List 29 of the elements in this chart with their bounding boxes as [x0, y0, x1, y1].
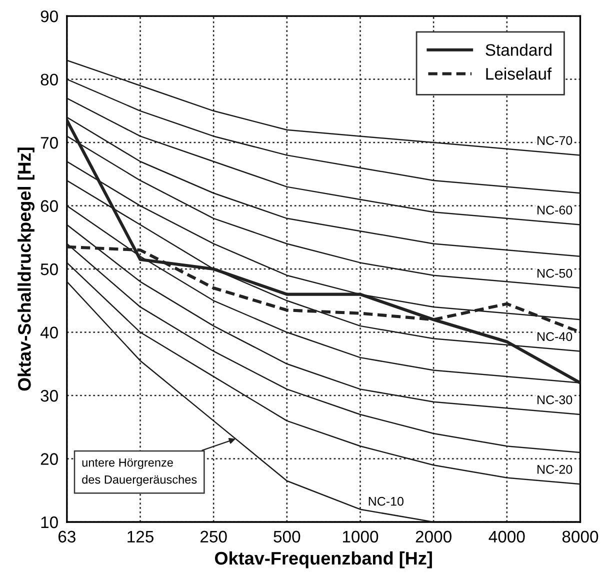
x-tick-label: 8000 — [562, 530, 598, 543]
y-tick-label: 20 — [40, 453, 58, 465]
y-tick-label: 40 — [40, 326, 58, 338]
y-tick-label: 50 — [40, 263, 58, 276]
annotation: untere Hörgrenze des Dauergeräusches — [82, 458, 197, 486]
x-tick-label: 250 — [200, 530, 227, 543]
x-tick-label: 500 — [274, 530, 300, 543]
series-label: NC-50 — [538, 268, 572, 278]
x-tick-label: 63 — [58, 530, 76, 543]
x-axis-title: Oktav-Frequenzband [Hz] — [214, 551, 432, 568]
legend-label: Leiselauf — [486, 68, 552, 80]
series-label: NC-40 — [538, 332, 572, 341]
series-label: NC-30 — [538, 395, 572, 404]
x-tick-label: 4000 — [488, 530, 525, 543]
series-label: NC-60 — [538, 206, 572, 215]
series-label: NC-20 — [538, 464, 572, 474]
x-tick-label: 2000 — [416, 530, 452, 543]
series-label: NC-10 — [368, 496, 404, 506]
y-tick-label: 30 — [40, 390, 58, 402]
y-axis-title: Oktav-Schalldruckpegel [Hz] — [18, 148, 34, 391]
y-tick-label: 70 — [40, 136, 58, 149]
x-tick-label: 1000 — [342, 530, 378, 543]
legend-label: Standard — [486, 44, 552, 56]
y-tick-label: 90 — [40, 10, 58, 22]
y-tick-label: 10 — [41, 516, 58, 528]
y-tick-label: 80 — [40, 74, 58, 86]
x-tick-label: 125 — [128, 530, 154, 543]
y-tick-label: 60 — [40, 200, 58, 212]
series-label: NC-70 — [538, 136, 572, 145]
